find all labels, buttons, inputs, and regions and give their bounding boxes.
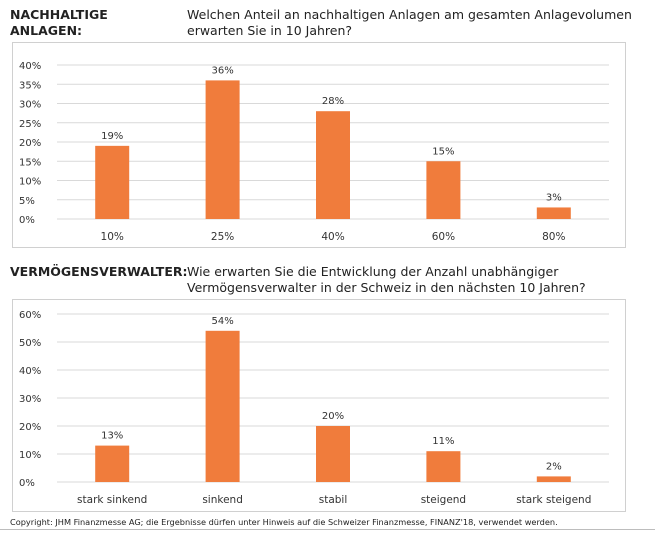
y-tick-label: 20% <box>19 138 41 149</box>
y-tick-label: 20% <box>19 422 41 433</box>
chart2-question: Wie erwarten Sie die Entwicklung der Anz… <box>187 264 586 296</box>
y-tick-label: 15% <box>19 157 41 168</box>
y-tick-label: 35% <box>19 80 41 91</box>
bar <box>95 145 130 219</box>
bar-data-label: 2% <box>546 461 562 472</box>
bar <box>205 80 240 220</box>
chart1-section-label-line1: NACHHALTIGE <box>10 7 108 22</box>
chart2-question-line1: Wie erwarten Sie die Entwicklung der Anz… <box>187 264 559 279</box>
x-category-label: stark steigend <box>516 494 591 506</box>
y-tick-label: 50% <box>19 338 41 349</box>
bar-data-label: 11% <box>432 436 454 447</box>
x-category-label: 80% <box>542 231 565 243</box>
bar <box>95 445 130 482</box>
chart1-box: 0% 5% 10% 15% 20% 25% 30% 35% 40% 19% 10% 36% 25% 28%… <box>12 42 626 248</box>
chart2-svg: 0% 10% 20% 30% 40% 50% 60% 13% stark sinkend 54% s… <box>19 310 609 506</box>
bar <box>426 451 461 482</box>
chart1-section-label: NACHHALTIGE ANLAGEN: <box>10 7 108 39</box>
copyright-notice: Copyright: JHM Finanzmesse AG; die Ergeb… <box>10 517 558 527</box>
chart2-question-line2: Vermögensverwalter in der Schweiz in den… <box>187 280 586 295</box>
x-category-label: stark sinkend <box>77 494 147 506</box>
y-tick-label: 25% <box>19 119 41 130</box>
bottom-divider <box>0 529 655 530</box>
y-tick-label: 10% <box>19 450 41 461</box>
bar <box>536 207 571 219</box>
y-tick-label: 30% <box>19 100 41 111</box>
x-category-label: sinkend <box>202 494 243 506</box>
x-category-label: 60% <box>432 231 455 243</box>
chart1-question: Welchen Anteil an nachhaltigen Anlagen a… <box>187 7 632 39</box>
y-tick-label: 60% <box>19 310 41 321</box>
x-category-label: steigend <box>421 494 466 506</box>
bar-data-label: 13% <box>101 431 123 442</box>
chart1-svg: 0% 5% 10% 15% 20% 25% 30% 35% 40% 19% 10% 36% 25% 28%… <box>19 61 609 243</box>
x-category-label: 25% <box>211 231 234 243</box>
chart1-question-line2: erwarten Sie in 10 Jahren? <box>187 23 353 38</box>
bar-data-label: 28% <box>322 96 344 107</box>
bar <box>316 111 350 219</box>
bar-data-label: 36% <box>211 65 233 76</box>
chart1-section-label-line2: ANLAGEN: <box>10 23 83 38</box>
bar-data-label: 20% <box>322 411 344 422</box>
y-tick-label: 40% <box>19 61 41 72</box>
y-tick-label: 0% <box>19 478 35 489</box>
bar <box>426 161 461 219</box>
chart1-question-line1: Welchen Anteil an nachhaltigen Anlagen a… <box>187 7 632 22</box>
y-tick-label: 10% <box>19 177 41 188</box>
bar <box>536 476 571 482</box>
bar-data-label: 19% <box>101 131 123 142</box>
x-category-label: 40% <box>321 231 344 243</box>
bar <box>316 426 350 482</box>
x-category-label: 10% <box>101 231 124 243</box>
bar <box>205 330 240 482</box>
y-tick-label: 5% <box>19 196 35 207</box>
bar-data-label: 54% <box>211 316 233 327</box>
x-category-label: stabil <box>319 494 348 506</box>
chart2-box: 0% 10% 20% 30% 40% 50% 60% 13% stark sinkend 54% s… <box>12 299 626 512</box>
chart2-section-label: VERMÖGENSVERWALTER: <box>10 264 188 279</box>
bar-data-label: 15% <box>432 146 454 157</box>
y-tick-label: 40% <box>19 366 41 377</box>
y-tick-label: 0% <box>19 215 35 226</box>
y-tick-label: 30% <box>19 394 41 405</box>
bar-data-label: 3% <box>546 192 562 203</box>
